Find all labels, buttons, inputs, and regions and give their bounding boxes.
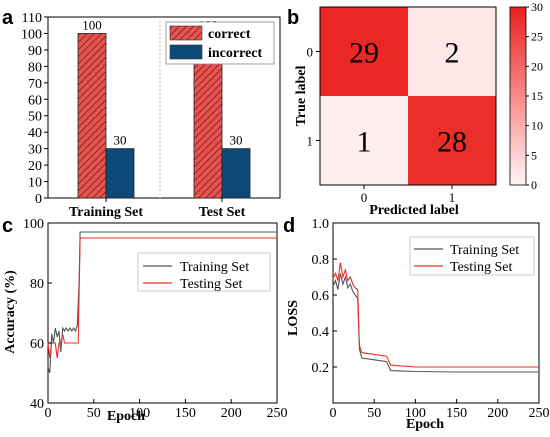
y-tick-label: 40 [28, 126, 42, 141]
matrix-cell [320, 96, 408, 185]
panel-letter-c: c [2, 215, 13, 237]
legend-label-training: Training Set [180, 260, 249, 275]
legend-label-testing: Testing Set [450, 260, 513, 275]
y-tick-label: 10 [28, 176, 42, 191]
x-tick-label: 250 [529, 406, 550, 421]
y-tick-label: 30 [28, 143, 42, 158]
x-tick-label: 100 [405, 406, 426, 421]
y-tick-label: 100 [23, 217, 44, 232]
x-tick-label: Training Set [69, 205, 143, 220]
confusion-matrix-panel-b: 29 21 28 0 101 Predicted label True label 0… [294, 0, 543, 218]
panel-letter-b: b [287, 7, 299, 29]
series-line-testing [47, 237, 277, 359]
matrix-cell-value: 29 [349, 37, 379, 70]
bar-data-label: 100 [82, 17, 102, 32]
x-tick-label: 0 [330, 406, 337, 421]
bar-data-label: 30 [114, 133, 127, 148]
legend-label-incorrect: incorrect [208, 46, 262, 61]
x-tick-label: 0 [361, 190, 368, 205]
y-tick-label: 60 [30, 337, 44, 352]
y-tick-label: 0.4 [312, 325, 330, 340]
colorbar-tick-label: 20 [531, 59, 543, 73]
bar-incorrect-2 [221, 148, 251, 199]
bar-incorrect-1 [105, 148, 135, 199]
y-tick-label: 0 [307, 45, 314, 60]
x-axis-label-d: Epoch [406, 417, 444, 432]
legend-label-correct: correct [208, 27, 251, 42]
x-axis-label-b: Predicted label [369, 203, 459, 218]
x-tick-label: 50 [367, 406, 381, 421]
legend-box [137, 252, 271, 292]
legend-a: correct incorrect [165, 21, 275, 65]
y-tick-label: 0.6 [312, 289, 330, 304]
y-tick-label: 100 [21, 27, 42, 42]
y-tick-label: 60 [28, 93, 42, 108]
x-tick-label: Test Set [199, 205, 246, 220]
colorbar-tick-label: 25 [531, 30, 543, 44]
y-axis-label-b: True label [294, 65, 309, 126]
legend-swatch-correct [169, 25, 203, 41]
x-tick-label: 250 [267, 406, 288, 421]
colorbar [509, 6, 527, 186]
y-tick-label: 0.2 [312, 361, 330, 376]
y-tick-label: 90 [28, 44, 42, 59]
matrix-cell [320, 7, 408, 96]
colorbar-tick-label: 10 [531, 119, 543, 133]
panel-letter-d: d [283, 215, 295, 237]
legend-box [409, 236, 535, 276]
matrix-cell [408, 7, 496, 96]
x-tick-label: 200 [221, 406, 242, 421]
y-tick-label: 1.0 [312, 217, 330, 232]
line-chart-panel-c: 0 50 100 150 200 250 40 60 80 100 Epoch Accuracy … [3, 217, 288, 424]
y-tick-label: 110 [22, 11, 42, 26]
matrix-cell-value: 28 [437, 126, 467, 159]
plot-frame-d [332, 222, 540, 404]
colorbar-tick-label: 0 [531, 178, 537, 192]
series-line-training [47, 231, 277, 374]
line-chart-panel-d: 0 50 100 150 200 250 0.2 0.4 0.6 0.8 1.0 Epoch LOS… [286, 217, 550, 432]
y-tick-label: 50 [28, 110, 42, 125]
x-tick-label: 200 [487, 406, 508, 421]
legend-label-testing: Testing Set [180, 277, 243, 292]
legend-label-training: Training Set [450, 243, 519, 258]
colorbar-tick-label: 30 [531, 0, 543, 14]
series-line-testing [332, 262, 539, 368]
panel-letter-a: a [2, 7, 14, 29]
y-axis-label-d: LOSS [286, 300, 301, 336]
matrix-cell-value: 1 [357, 126, 372, 159]
y-tick-label: 80 [30, 277, 44, 292]
bar-data-label: 30 [230, 133, 243, 148]
y-tick-label: 20 [28, 159, 42, 174]
legend-swatch-incorrect [169, 44, 203, 60]
x-tick-label: 1 [449, 190, 456, 205]
y-tick-label: 40 [30, 397, 44, 412]
y-tick-label: 0 [35, 192, 42, 207]
y-tick-label: 1 [307, 134, 314, 149]
colorbar-tick-label: 15 [531, 89, 543, 103]
y-tick-label: 0.8 [312, 253, 330, 268]
matrix-cell-value: 2 [445, 37, 460, 70]
x-tick-label: 50 [87, 406, 101, 421]
matrix-cell [408, 96, 496, 185]
colorbar-tick-label: 5 [531, 148, 537, 162]
plot-frame-c [47, 222, 278, 404]
y-tick-label: 70 [28, 77, 42, 92]
x-axis-label-c: Epoch [107, 409, 145, 424]
legend-c: Training Set Testing Set [137, 252, 271, 292]
y-tick-label: 80 [28, 60, 42, 75]
x-tick-label: 150 [175, 406, 196, 421]
plot-frame-a [47, 16, 281, 199]
x-tick-label: 150 [446, 406, 467, 421]
y-axis-label-c: Accuracy (%) [3, 270, 18, 354]
series-line-training [332, 273, 539, 373]
x-tick-label: 100 [129, 406, 150, 421]
legend-d: Training Set Testing Set [409, 236, 535, 276]
x-tick-label: 0 [45, 406, 52, 421]
matrix-frame [319, 6, 497, 186]
bar-correct-1 [77, 33, 107, 199]
